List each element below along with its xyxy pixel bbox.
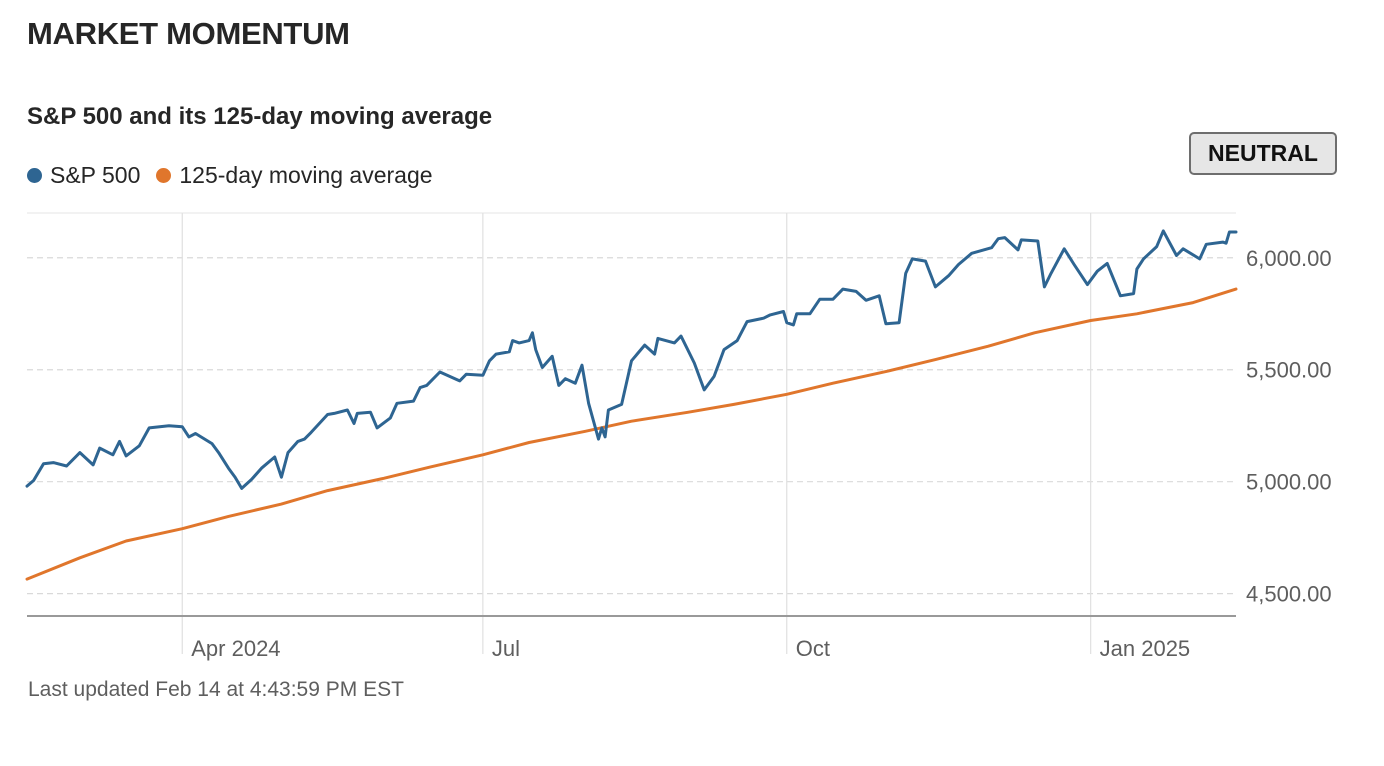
chart-title: S&P 500 and its 125-day moving average xyxy=(27,103,493,130)
y-tick-label: 5,000.00 xyxy=(1246,470,1332,495)
line-chart[interactable]: 4,500.00 5,000.00 5,500.00 6,000.00 Apr 2024… xyxy=(0,200,1384,670)
legend-item-sp500[interactable]: S&P 500 xyxy=(27,162,140,189)
series-layer xyxy=(25,229,1238,581)
label-layer: 4,500.00 5,000.00 5,500.00 6,000.00 Apr 2024… xyxy=(191,246,1331,661)
chart-legend: S&P 500 125-day moving average xyxy=(27,162,449,189)
y-tick-label: 5,500.00 xyxy=(1246,358,1332,383)
legend-dot-sp500 xyxy=(27,168,42,183)
y-tick-label: 4,500.00 xyxy=(1246,582,1332,607)
x-tick-label: Jul xyxy=(492,636,520,661)
legend-item-moving-average[interactable]: 125-day moving average xyxy=(156,162,433,189)
x-tick-label: Apr 2024 xyxy=(191,636,280,661)
legend-label-sp500: S&P 500 xyxy=(50,162,141,188)
legend-label-moving-average: 125-day moving average xyxy=(179,162,433,188)
y-tick-label: 6,000.00 xyxy=(1246,246,1332,271)
x-tick-label: Oct xyxy=(796,636,830,661)
series-line-moving-average[interactable] xyxy=(25,287,1238,581)
grid-layer xyxy=(27,212,1236,654)
section-title: MARKET MOMENTUM xyxy=(27,16,350,51)
legend-dot-moving-average xyxy=(156,168,172,183)
status-badge: NEUTRAL xyxy=(1189,132,1337,175)
last-updated: Last updated Feb 14 at 4:43:59 PM EST xyxy=(28,678,404,701)
x-tick-label: Jan 2025 xyxy=(1100,636,1191,661)
series-line-sp500[interactable] xyxy=(25,229,1238,490)
